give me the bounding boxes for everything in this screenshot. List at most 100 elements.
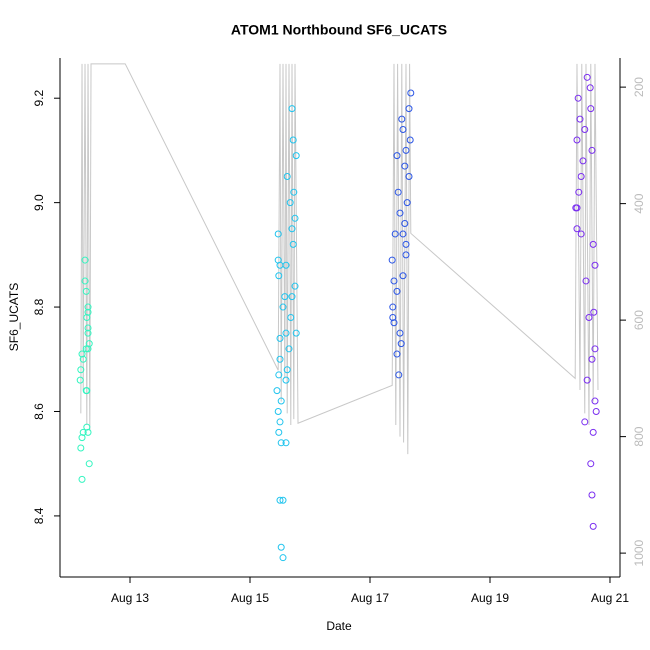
data-point <box>277 543 285 551</box>
data-point <box>279 303 287 311</box>
data-point <box>76 376 84 384</box>
data-point <box>78 434 86 442</box>
data-point <box>588 491 596 499</box>
data-point <box>407 89 415 97</box>
data-point <box>576 115 584 123</box>
data-point <box>591 345 599 353</box>
data-point <box>402 240 410 248</box>
y-tick-label: 9.0 <box>32 194 46 211</box>
data-point <box>399 126 407 134</box>
data-point <box>399 230 407 238</box>
x-tick-label: Aug 15 <box>231 591 269 605</box>
data-point <box>84 428 92 436</box>
data-point <box>589 240 597 248</box>
data-point <box>579 157 587 165</box>
data-point <box>587 105 595 113</box>
y2-tick-label: 200 <box>632 77 646 97</box>
x-tick-label: Aug 13 <box>111 591 149 605</box>
data-point <box>396 209 404 217</box>
data-point <box>276 496 284 504</box>
y-tick-label: 9.2 <box>32 90 46 107</box>
data-point <box>77 366 85 374</box>
data-point <box>405 173 413 181</box>
data-point <box>82 287 90 295</box>
data-point <box>84 345 92 353</box>
data-point <box>591 261 599 269</box>
data-point <box>274 256 282 264</box>
data-point <box>84 308 92 316</box>
data-point <box>274 230 282 238</box>
data-point <box>288 105 296 113</box>
data-point <box>581 418 589 426</box>
data-point <box>402 251 410 259</box>
data-point <box>583 376 591 384</box>
data-point <box>573 225 581 233</box>
data-point <box>391 230 399 238</box>
data-point <box>399 272 407 280</box>
data-point <box>394 188 402 196</box>
chart-title: ATOM1 Northbound SF6_UCATS <box>231 22 447 38</box>
data-point <box>285 345 293 353</box>
data-point <box>279 496 287 504</box>
data-point <box>405 105 413 113</box>
x-tick-label: Aug 19 <box>471 591 509 605</box>
data-point <box>393 287 401 295</box>
data-point <box>282 439 290 447</box>
data-point <box>276 355 284 363</box>
data-point <box>283 366 291 374</box>
x-tick-label: Aug 21 <box>591 591 629 605</box>
data-point <box>406 136 414 144</box>
data-point <box>81 277 89 285</box>
data-point <box>273 387 281 395</box>
data-point <box>84 324 92 332</box>
data-point <box>401 220 409 228</box>
data-point <box>574 94 582 102</box>
data-point <box>281 293 289 301</box>
data-point <box>282 329 290 337</box>
data-point <box>283 173 291 181</box>
data-point <box>395 371 403 379</box>
data-point <box>275 272 283 280</box>
data-point <box>588 146 596 154</box>
data-point <box>401 162 409 170</box>
data-point <box>389 314 397 321</box>
data-point <box>81 256 89 264</box>
data-point <box>77 444 85 452</box>
data-point <box>590 308 598 316</box>
data-point <box>78 475 86 483</box>
data-point <box>573 136 581 144</box>
data-point <box>390 277 398 285</box>
data-point <box>591 397 599 405</box>
data-point <box>577 173 585 181</box>
data-point <box>279 554 287 562</box>
data-point <box>79 355 87 363</box>
y2-tick-label: 600 <box>632 310 646 330</box>
data-point <box>276 418 284 426</box>
data-point <box>274 407 282 415</box>
data-point <box>288 225 296 233</box>
data-point <box>282 376 290 384</box>
data-point <box>292 329 300 337</box>
data-point <box>282 261 290 269</box>
data-point <box>577 230 585 238</box>
data-point <box>581 126 589 134</box>
y-axis-label: SF6_UCATS <box>7 283 21 351</box>
data-point <box>84 329 92 337</box>
data-point <box>586 84 594 92</box>
data-point <box>85 460 93 468</box>
data-point <box>388 256 396 264</box>
data-point <box>396 329 404 337</box>
data-point <box>78 350 86 358</box>
data-point <box>585 314 593 321</box>
data-point <box>589 428 597 436</box>
data-point <box>288 293 296 301</box>
data-point <box>85 340 93 348</box>
data-point <box>84 303 92 311</box>
data-point <box>83 387 91 395</box>
data-point <box>592 407 600 415</box>
data-point <box>402 146 410 154</box>
data-point <box>575 188 583 196</box>
data-point <box>83 423 91 431</box>
y-tick-label: 8.8 <box>32 298 46 315</box>
